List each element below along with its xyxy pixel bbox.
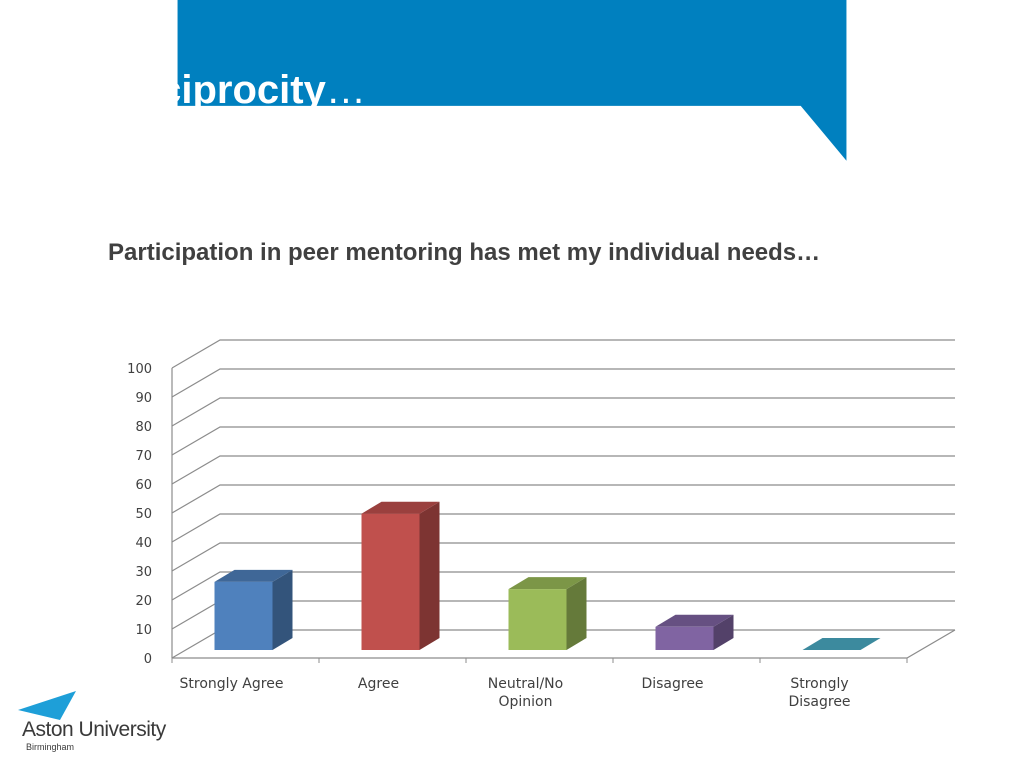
chart-subtitle: Participation in peer mentoring has met … (108, 239, 821, 266)
y-tick-labels: 0 10 20 30 40 50 60 70 80 90 100 (127, 362, 152, 667)
gridline (171, 455, 955, 485)
x-tick-label-line: Opinion (499, 694, 553, 710)
bar-front (508, 589, 567, 650)
bar (214, 569, 293, 650)
header-band-shape (177, 0, 847, 161)
bar (508, 577, 587, 650)
x-tick-label-line: Disagree (641, 676, 703, 692)
bar-side (419, 501, 440, 650)
logo-city: Birmingham (26, 742, 75, 752)
gridline (171, 542, 955, 572)
x-tick-label-line: Agree (358, 676, 399, 692)
y-tick-label: 0 (144, 652, 152, 667)
y-tick-label: 90 (135, 391, 152, 406)
gridline (171, 426, 955, 456)
y-tick-label: 30 (135, 565, 152, 580)
x-tick-label-line: Neutral/No (488, 676, 563, 692)
bar-side (713, 614, 734, 650)
gridline (171, 339, 955, 369)
bar (655, 614, 734, 650)
slide-title-ellipsis: … (325, 68, 366, 112)
bar-chart: 0 10 20 30 40 50 60 70 80 90 100 Strongly Agree Agre… (127, 339, 956, 710)
aston-university-logo: Aston University Birmingham (18, 688, 188, 758)
bar-side (272, 569, 293, 650)
slide-title: Reciprocity… (108, 66, 366, 114)
x-tick-label-line: Strongly (790, 676, 848, 692)
header-band (177, 0, 847, 161)
gridline (171, 513, 955, 543)
y-tick-label: 80 (135, 420, 152, 435)
bars (214, 501, 881, 650)
bar-top (655, 614, 734, 627)
gridline (171, 397, 955, 427)
y-tick-label: 10 (135, 623, 152, 638)
gridline (171, 368, 955, 398)
chart-gridlines (171, 339, 956, 663)
x-tick-label: Strongly Agree (180, 676, 284, 692)
y-tick-label: 40 (135, 536, 152, 551)
bar-front (655, 626, 714, 650)
bar-front (214, 581, 273, 650)
bar-front (361, 513, 420, 650)
y-tick-label: 50 (135, 507, 152, 522)
gridline (171, 484, 955, 514)
y-tick-label: 20 (135, 594, 152, 609)
x-tick-labels: Strongly Agree Agree Neutral/No Opinion Disa… (180, 676, 851, 710)
bar-top (802, 638, 881, 650)
x-tick-label-line: Disagree (788, 694, 850, 710)
x-tick-label-line: Strongly Agree (180, 676, 284, 692)
x-tick-label: Strongly Disagree (788, 676, 850, 710)
y-tick-label: 100 (127, 362, 152, 377)
bar (361, 501, 440, 650)
logo-name: Aston University (22, 718, 166, 741)
slide-title-text: Reciprocity (108, 68, 326, 112)
bar (802, 638, 881, 650)
bar-top (361, 501, 440, 514)
x-tick-label: Disagree (641, 676, 703, 692)
bar-side (566, 577, 587, 650)
y-tick-label: 60 (135, 478, 152, 493)
x-tick-label: Neutral/No Opinion (488, 676, 563, 710)
bar-top (214, 569, 293, 582)
x-tick-label: Agree (358, 676, 399, 692)
bar-top (508, 577, 587, 590)
gridline (171, 571, 955, 601)
y-tick-label: 70 (135, 449, 152, 464)
logo-triangle-icon (18, 691, 76, 720)
